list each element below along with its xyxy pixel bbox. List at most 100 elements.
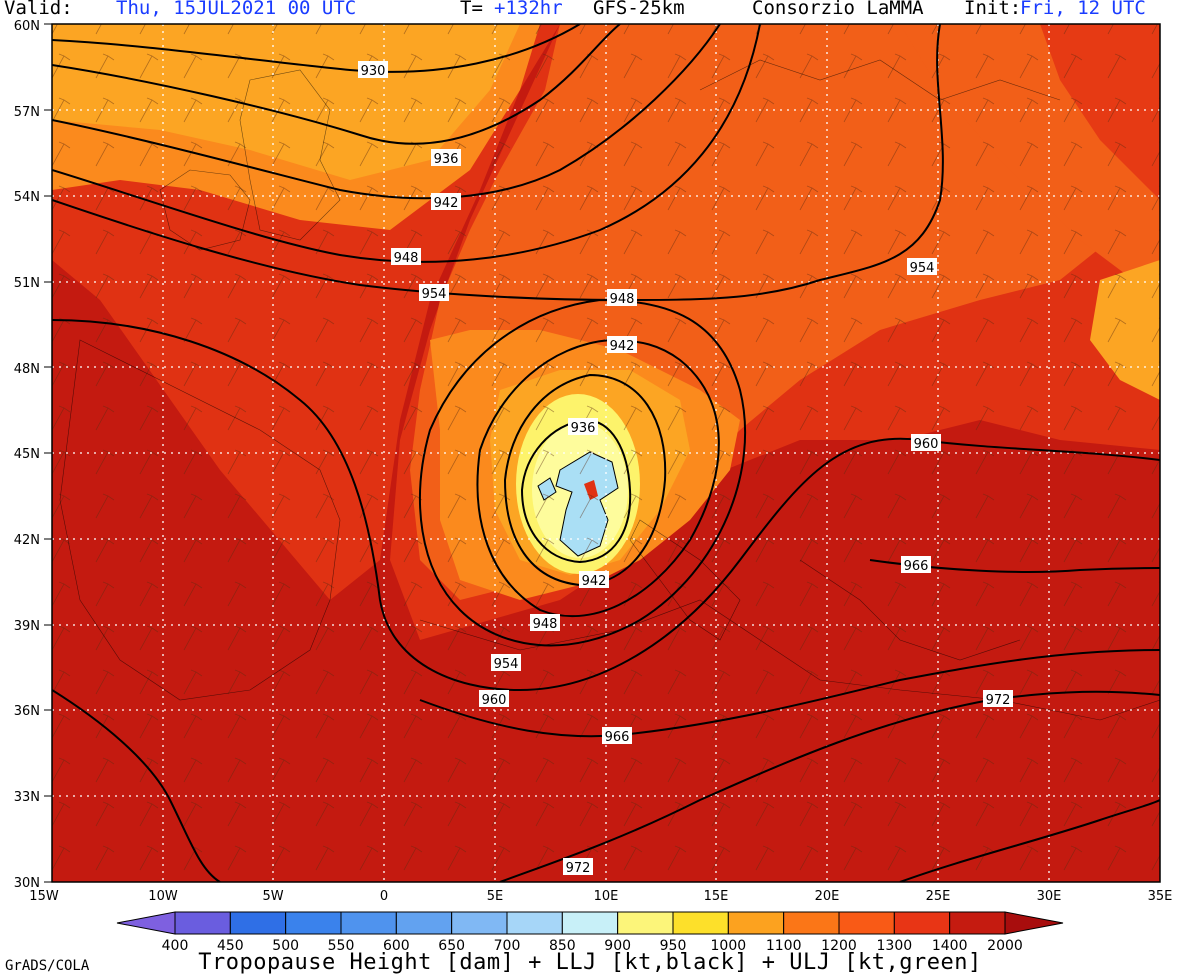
contour-label: 942: [607, 336, 637, 354]
lat-label: 57N: [14, 105, 40, 120]
contour-label: 966: [602, 727, 632, 745]
product-title: Tropopause Height [dam] + LLJ [kt,black]…: [198, 950, 982, 975]
forecast-hour-label: T=: [460, 0, 483, 19]
colorbar-swatch: [451, 911, 508, 935]
colorbar-swatch: [506, 911, 563, 935]
init-label: Init:: [964, 0, 1022, 19]
svg-text:942: 942: [610, 339, 635, 354]
contour-label: 948: [530, 614, 560, 632]
colorbar-tick-label: 1100: [766, 938, 802, 950]
contour-label: 954: [491, 654, 521, 672]
contour-label: 954: [907, 258, 937, 276]
valid-label: Valid:: [4, 0, 73, 19]
colorbar-arrow-low: [116, 911, 176, 935]
svg-text:942: 942: [582, 574, 607, 589]
contour-labels: 930 936 942 948 948 954 954 942 936 942 …: [358, 61, 1013, 876]
colorbar-tick-label: 900: [604, 938, 631, 950]
svg-text:972: 972: [566, 861, 591, 876]
colorbar-swatch: [561, 911, 619, 935]
contour-label: 948: [391, 248, 421, 266]
lat-label: 54N: [14, 190, 40, 205]
colorbar-tick-label: 450: [217, 938, 244, 950]
lat-label: 60N: [14, 19, 40, 34]
lon-label: 35E: [1148, 889, 1173, 904]
lat-label: 30N: [14, 876, 40, 891]
colorbar-swatch: [672, 911, 729, 935]
init-time: Fri, 12 UTC: [1020, 0, 1146, 19]
lat-label: 42N: [14, 533, 40, 548]
colorbar-tick-label: 950: [660, 938, 687, 950]
colorbar-swatch: [285, 911, 342, 935]
contour-label: 972: [983, 690, 1013, 708]
lat-label: 36N: [14, 704, 40, 719]
colorbar-tick-label: 400: [162, 938, 189, 950]
colorbar-arrow-high: [1004, 911, 1064, 935]
svg-text:942: 942: [434, 196, 459, 211]
contour-label: 936: [431, 149, 461, 167]
colorbar-tick-label: 1300: [877, 938, 913, 950]
colorbar-swatch: [727, 911, 785, 935]
graticule: [52, 24, 1160, 882]
lon-label: 5E: [487, 889, 504, 904]
colorbar-tick-label: 550: [328, 938, 355, 950]
organization: Consorzio LaMMA: [752, 0, 924, 19]
svg-text:954: 954: [494, 657, 519, 672]
lon-label: 25E: [926, 889, 951, 904]
contour-label: 942: [579, 571, 609, 589]
lat-label: 45N: [14, 447, 40, 462]
contour-label: 948: [607, 289, 637, 307]
svg-text:960: 960: [914, 437, 939, 452]
colorbar-swatch: [893, 911, 951, 935]
colorbar-swatch: [949, 911, 1006, 935]
contour-label: 936: [568, 418, 598, 436]
svg-text:948: 948: [394, 251, 419, 266]
model-name: GFS-25km: [593, 0, 685, 19]
colorbar-tick-label: 700: [494, 938, 521, 950]
svg-text:948: 948: [533, 617, 558, 632]
colorbar-swatch: [340, 911, 397, 935]
contour-label: 972: [563, 858, 593, 876]
lat-label: 39N: [14, 619, 40, 634]
lat-label: 48N: [14, 362, 40, 377]
lat-label: 51N: [14, 276, 40, 291]
lon-label: 0: [380, 889, 388, 904]
valid-time: Thu, 15JUL2021 00 UTC: [116, 0, 357, 19]
svg-text:948: 948: [610, 292, 635, 307]
lon-label: 30E: [1037, 889, 1062, 904]
contour-label: 966: [901, 556, 931, 574]
svg-text:936: 936: [571, 421, 596, 436]
colorbar-tick-label: 1000: [711, 938, 747, 950]
colorbar-swatch: [395, 911, 453, 935]
lon-label: 5W: [262, 889, 283, 904]
latitude-axis: 60N 57N 54N 51N 48N 45N 42N 39N 36N 33N …: [14, 19, 52, 891]
contour-label: 942: [431, 193, 461, 211]
weather-map: 930 936 942 948 948 954 954 942 936 942 …: [14, 19, 1173, 950]
colorbar-tick-label: 2000: [987, 938, 1023, 950]
contour-label: 930: [358, 61, 388, 79]
lon-label: 15W: [29, 889, 59, 904]
colorbar-swatch: [783, 911, 840, 935]
colorbar-tick-label: 1200: [821, 938, 857, 950]
colorbar-tick-label: 1400: [932, 938, 968, 950]
colorbar-tick-label: 650: [438, 938, 465, 950]
svg-text:954: 954: [910, 261, 935, 276]
colorbar-swatch: [229, 911, 287, 935]
coastlines: [59, 59, 1160, 721]
lon-label: 15E: [704, 889, 729, 904]
longitude-axis: 15W 10W 5W 0 5E 10E 15E 20E 25E 30E 35E: [29, 889, 1172, 904]
colorbar: 400 450 500 550 600 650 700 850 900 950 1000 1100 12…: [116, 911, 1064, 950]
svg-text:930: 930: [361, 64, 386, 79]
colorbar-tick-label: 850: [549, 938, 576, 950]
contour-label: 954: [419, 284, 449, 302]
svg-text:954: 954: [422, 287, 447, 302]
colorbar-tick-label: 600: [383, 938, 410, 950]
lon-label: 10E: [594, 889, 619, 904]
svg-text:966: 966: [904, 559, 929, 574]
colorbar-tick-label: 500: [272, 938, 299, 950]
contour-label: 960: [479, 690, 509, 708]
colorbar-swatch: [174, 911, 231, 935]
colorbar-swatch: [838, 911, 895, 935]
svg-text:936: 936: [434, 152, 459, 167]
svg-text:972: 972: [986, 693, 1011, 708]
svg-text:960: 960: [482, 693, 507, 708]
